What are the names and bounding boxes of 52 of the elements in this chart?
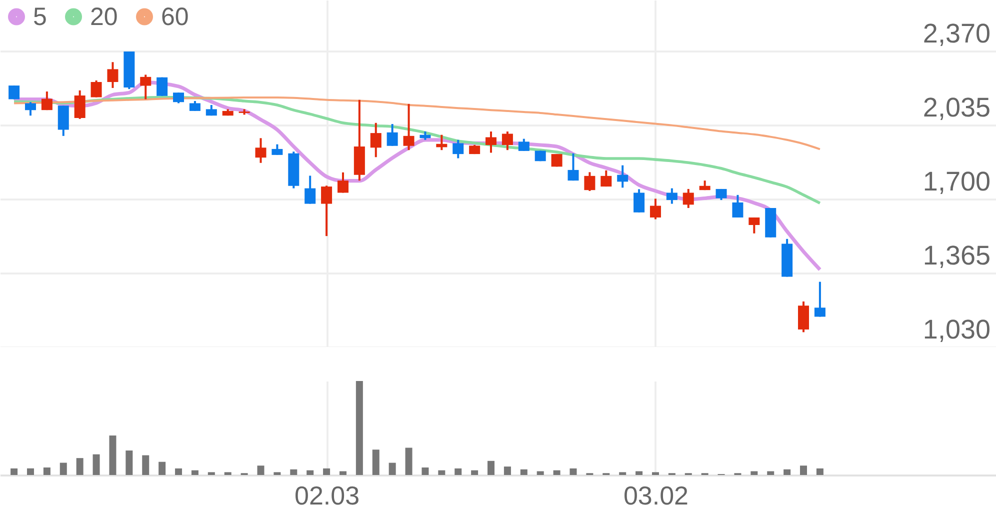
bar [323,468,330,475]
bar [800,466,808,475]
bar [536,471,544,475]
x-tick-label: 02.03 [294,480,360,510]
legend-label: 60 [161,2,189,31]
y-tick-label: 1,700 [922,166,990,196]
bar [405,448,412,475]
bar [126,450,133,475]
bar [109,436,116,475]
bar [767,471,774,475]
bar [488,460,495,475]
legend-label: 20 [90,2,118,31]
bar [142,455,150,475]
bar [26,468,34,475]
y-tick-label: 1,365 [922,240,990,270]
y-tick-label: 2,370 [922,18,990,48]
bar [208,472,215,475]
bar [816,468,824,475]
x-tick-label: 03.02 [623,480,689,510]
bar [471,470,478,475]
bar [290,469,298,475]
bar [224,472,232,475]
bar [372,450,380,475]
bar [570,468,577,475]
bar [784,469,791,475]
bar [388,462,396,475]
bar [636,471,643,475]
legend-label: 5 [33,2,47,31]
bar [454,468,462,475]
bar [158,462,166,475]
bar [274,472,281,475]
bar [504,466,511,475]
y-tick-label: 1,030 [922,314,990,344]
bar [60,462,67,475]
bar [750,471,758,475]
bar [43,467,50,475]
y-tick-label: 2,035 [922,92,990,122]
bar [92,454,100,475]
bar [553,470,560,475]
bar [191,470,198,475]
bar [652,472,659,475]
bar [438,470,446,475]
bar [520,469,528,475]
bar [10,468,18,475]
bar [422,467,429,475]
bar [257,466,264,475]
bar [306,470,314,475]
bar [175,468,182,475]
bar [356,381,363,475]
bar [76,458,84,475]
bar [619,472,626,475]
bar [339,471,346,475]
